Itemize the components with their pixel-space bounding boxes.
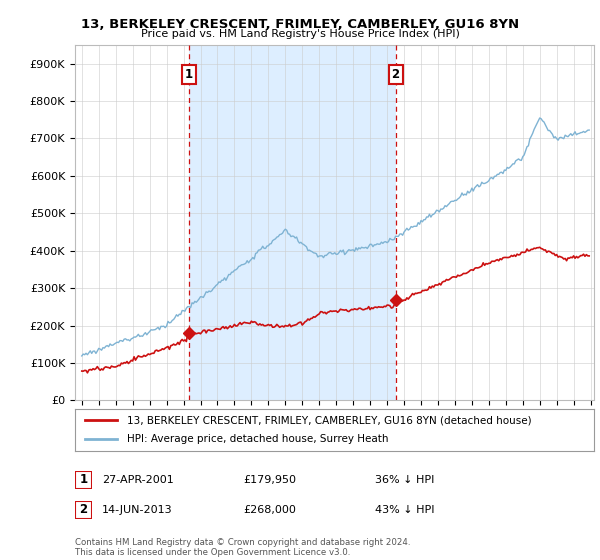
Text: Price paid vs. HM Land Registry's House Price Index (HPI): Price paid vs. HM Land Registry's House … [140, 29, 460, 39]
Text: £268,000: £268,000 [243, 505, 296, 515]
Text: 36% ↓ HPI: 36% ↓ HPI [375, 475, 434, 485]
Text: 13, BERKELEY CRESCENT, FRIMLEY, CAMBERLEY, GU16 8YN (detached house): 13, BERKELEY CRESCENT, FRIMLEY, CAMBERLE… [127, 415, 532, 425]
FancyBboxPatch shape [75, 501, 92, 519]
Text: 1: 1 [79, 473, 88, 487]
Text: 2: 2 [391, 68, 400, 81]
Bar [189, 45, 395, 400]
FancyBboxPatch shape [75, 471, 92, 489]
Text: 2: 2 [79, 503, 88, 516]
Text: Contains HM Land Registry data © Crown copyright and database right 2024.
This d: Contains HM Land Registry data © Crown c… [75, 538, 410, 557]
Text: 14-JUN-2013: 14-JUN-2013 [102, 505, 173, 515]
Text: 1: 1 [185, 68, 193, 81]
Text: £179,950: £179,950 [243, 475, 296, 485]
Text: 43% ↓ HPI: 43% ↓ HPI [375, 505, 434, 515]
Text: HPI: Average price, detached house, Surrey Heath: HPI: Average price, detached house, Surr… [127, 435, 388, 445]
Text: 13, BERKELEY CRESCENT, FRIMLEY, CAMBERLEY, GU16 8YN: 13, BERKELEY CRESCENT, FRIMLEY, CAMBERLE… [81, 18, 519, 31]
Text: 27-APR-2001: 27-APR-2001 [102, 475, 174, 485]
